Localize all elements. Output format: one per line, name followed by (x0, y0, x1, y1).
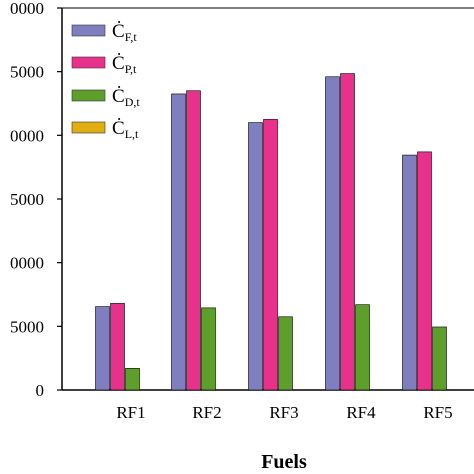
y-tick-label: 0000 (10, 0, 44, 18)
legend-swatch (71, 121, 106, 134)
bar-rf2-dt (201, 307, 216, 391)
legend: ĊF,t ĊP,t ĊD,t ĊL,t (71, 21, 140, 141)
bar-rf3-dt (278, 316, 293, 391)
bar-rf1-pt (110, 303, 125, 391)
bar-rf3-pt (263, 119, 278, 391)
x-axis: RF1 RF2 RF3 RF4 RF5 (116, 403, 452, 422)
bar-rf4-ft (325, 76, 340, 391)
y-tick-label: 5000 (10, 63, 44, 82)
bar-rf5-pt (417, 151, 432, 391)
bar-rf5-dt (432, 326, 447, 391)
y-tick-label: 5000 (10, 317, 44, 336)
bar-rf1-ft (95, 306, 110, 391)
x-tick-label: RF5 (423, 403, 452, 422)
x-tick-label: RF1 (116, 403, 145, 422)
legend-swatch (71, 56, 106, 69)
y-tick-label: 5000 (10, 190, 44, 209)
legend-label: ĊL,t (112, 118, 139, 141)
legend-swatch (71, 24, 106, 37)
x-tick-label: RF4 (346, 403, 376, 422)
bar-rf1-dt (125, 368, 140, 391)
x-axis-title: Fuels (261, 451, 307, 473)
legend-item-lt: ĊL,t (71, 118, 139, 141)
bars-group (95, 73, 447, 391)
bar-rf4-dt (355, 304, 370, 391)
bar-rf3-ft (248, 122, 263, 391)
x-tick-label: RF2 (192, 403, 221, 422)
legend-item-dt: ĊD,t (71, 86, 140, 109)
y-tick-label: 0000 (10, 254, 44, 273)
bar-rf2-ft (171, 93, 186, 391)
legend-item-pt: ĊP,t (71, 53, 137, 76)
legend-label: ĊP,t (112, 53, 137, 76)
y-tick-label: 0 (36, 381, 45, 400)
legend-label: ĊF,t (112, 21, 137, 44)
bar-rf5-ft (402, 154, 417, 391)
x-tick-label: RF3 (269, 403, 298, 422)
legend-swatch (71, 89, 106, 102)
legend-label: ĊD,t (112, 86, 140, 109)
bar-rf4-pt (340, 73, 355, 391)
bar-rf2-pt (186, 90, 201, 391)
legend-item-ft: ĊF,t (71, 21, 137, 44)
y-tick-label: 0000 (10, 126, 44, 145)
y-axis: 0 5000 0000 5000 0000 5000 0000 (10, 0, 62, 400)
